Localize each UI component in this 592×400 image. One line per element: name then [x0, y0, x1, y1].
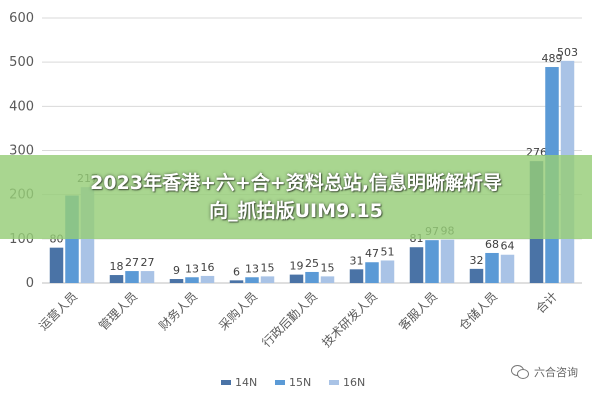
overlay-banner: 2023年香港+六+合+资料总站,信息明晰解析导 向_抓拍版UIM9.15	[0, 155, 592, 239]
data-label: 18	[110, 260, 124, 273]
data-label: 13	[185, 262, 199, 275]
legend-swatch	[275, 380, 285, 385]
data-label: 13	[245, 262, 259, 275]
bar-14N	[409, 247, 424, 283]
watermark: 六合咨询	[511, 364, 578, 380]
x-tick-label: 运营人员	[36, 289, 80, 333]
data-label: 47	[365, 247, 379, 260]
data-label: 31	[350, 254, 364, 267]
bar-14N	[349, 269, 364, 283]
data-label: 19	[290, 260, 304, 273]
x-tick-label: 合计	[533, 289, 561, 317]
y-tick-label: 600	[9, 11, 34, 26]
y-tick-label: 0	[26, 276, 34, 291]
y-tick-label: 300	[9, 144, 34, 159]
watermark-text: 六合咨询	[534, 366, 578, 379]
bar-14N	[289, 274, 304, 283]
data-label: 489	[542, 52, 563, 65]
data-label: 51	[381, 245, 395, 258]
data-label: 15	[261, 261, 275, 274]
data-label: 64	[501, 240, 515, 253]
data-label: 503	[557, 46, 578, 59]
data-label: 6	[233, 265, 240, 278]
bar-16N	[260, 276, 275, 283]
data-label: 32	[470, 254, 484, 267]
y-tick-label: 500	[9, 55, 34, 70]
x-tick-label: 财务人员	[156, 289, 201, 334]
bar-14N	[169, 279, 184, 283]
overlay-title-line-2: 向_抓拍版UIM9.15	[209, 200, 383, 222]
legend-swatch	[221, 380, 231, 385]
bar-16N	[200, 275, 215, 283]
x-tick-label: 采购人员	[216, 289, 261, 334]
bar-14N	[229, 280, 244, 283]
legend-label: 16N	[343, 376, 365, 389]
legend-label: 15N	[289, 376, 311, 389]
x-tick-label: 客服人员	[396, 289, 441, 334]
bar-15N	[485, 252, 499, 283]
x-tick-label: 行政后勤人员	[259, 289, 320, 350]
data-label: 68	[485, 238, 499, 251]
bar-15N	[365, 262, 379, 283]
x-tick-label: 仓储人员	[456, 289, 501, 334]
y-tick-label: 400	[9, 99, 34, 114]
bar-14N	[49, 247, 64, 283]
wechat-icon	[511, 365, 529, 379]
data-label: 9	[173, 264, 180, 277]
bar-15N	[125, 271, 139, 283]
bar-16N	[320, 276, 335, 283]
data-label: 27	[141, 256, 155, 269]
x-tick-label: 技术研发人员	[319, 289, 381, 351]
bar-15N	[425, 240, 439, 283]
legend-label: 14N	[235, 376, 257, 389]
bar-15N	[305, 271, 319, 283]
data-label: 16	[201, 261, 215, 274]
overlay-title-line-1: 2023年香港+六+合+资料总站,信息明晰解析导	[90, 172, 502, 194]
data-label: 15	[321, 261, 335, 274]
bar-15N	[245, 277, 259, 283]
bar-16N	[140, 271, 155, 283]
legend-swatch	[329, 380, 339, 385]
bar-16N	[440, 239, 455, 283]
bar-15N	[185, 277, 199, 283]
x-tick-label: 管理人员	[96, 289, 141, 334]
data-label: 25	[305, 257, 319, 270]
data-label: 27	[125, 256, 139, 269]
bar-14N	[469, 268, 484, 283]
bar-16N	[500, 254, 515, 283]
bar-16N	[380, 260, 395, 283]
bar-14N	[109, 275, 124, 283]
